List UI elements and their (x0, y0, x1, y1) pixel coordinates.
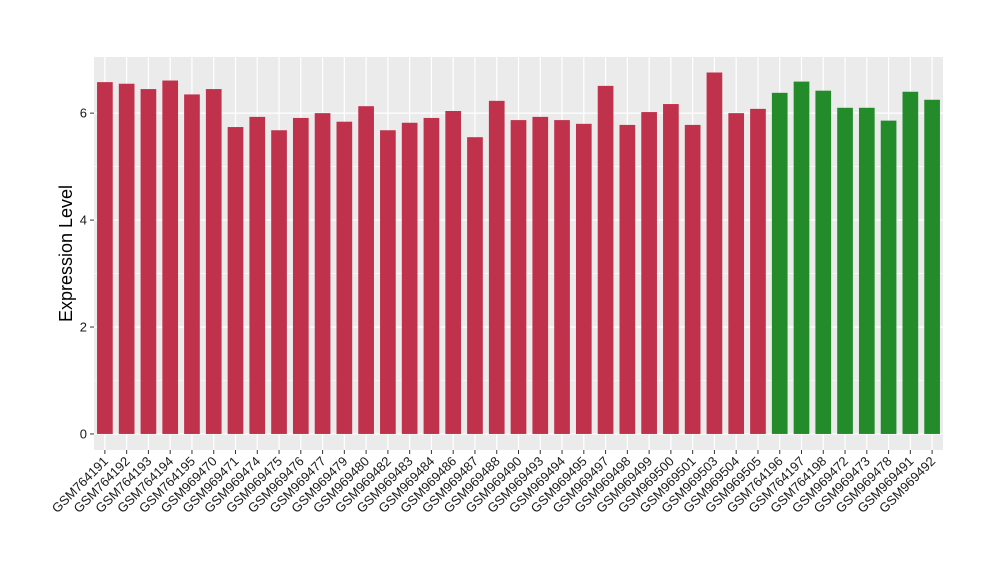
bar (162, 80, 179, 434)
bar (575, 123, 592, 434)
bar (750, 108, 766, 434)
bar (837, 107, 853, 434)
bars (97, 72, 940, 434)
bar (706, 72, 723, 434)
bar (205, 89, 222, 434)
bar (771, 92, 788, 434)
y-tick-label: 2 (80, 320, 87, 335)
y-tick-label: 0 (80, 426, 87, 441)
bar (184, 94, 200, 434)
bar (858, 107, 875, 434)
bar (401, 122, 418, 434)
bar (97, 82, 113, 434)
bar (619, 124, 636, 434)
bar (314, 113, 331, 434)
bar (488, 100, 505, 434)
bar (902, 91, 919, 434)
y-axis: 0 2 4 6 (80, 106, 94, 441)
bar (249, 116, 266, 434)
bar (924, 99, 940, 434)
y-tick-label: 6 (80, 106, 87, 121)
bar (728, 113, 745, 434)
bar (140, 89, 157, 434)
x-axis: GSM764191GSM764192GSM764193GSM764194GSM7… (49, 450, 938, 516)
bar (554, 120, 570, 434)
bar (684, 124, 701, 434)
bar (597, 85, 614, 434)
bar (445, 111, 462, 434)
bar (510, 120, 527, 434)
bar (336, 121, 353, 434)
bar (118, 83, 135, 434)
bar (358, 106, 374, 434)
bar (815, 90, 832, 434)
bar (880, 120, 897, 434)
bar (532, 116, 549, 434)
bar (467, 137, 483, 434)
y-axis-title: Expression Level (56, 185, 76, 322)
bar (271, 130, 287, 434)
bar (380, 130, 396, 434)
bar (292, 117, 309, 434)
bar (227, 127, 244, 434)
bar (423, 117, 440, 434)
y-tick-label: 4 (80, 213, 87, 228)
bar (663, 104, 679, 434)
bar (793, 81, 810, 434)
bar (641, 112, 657, 434)
